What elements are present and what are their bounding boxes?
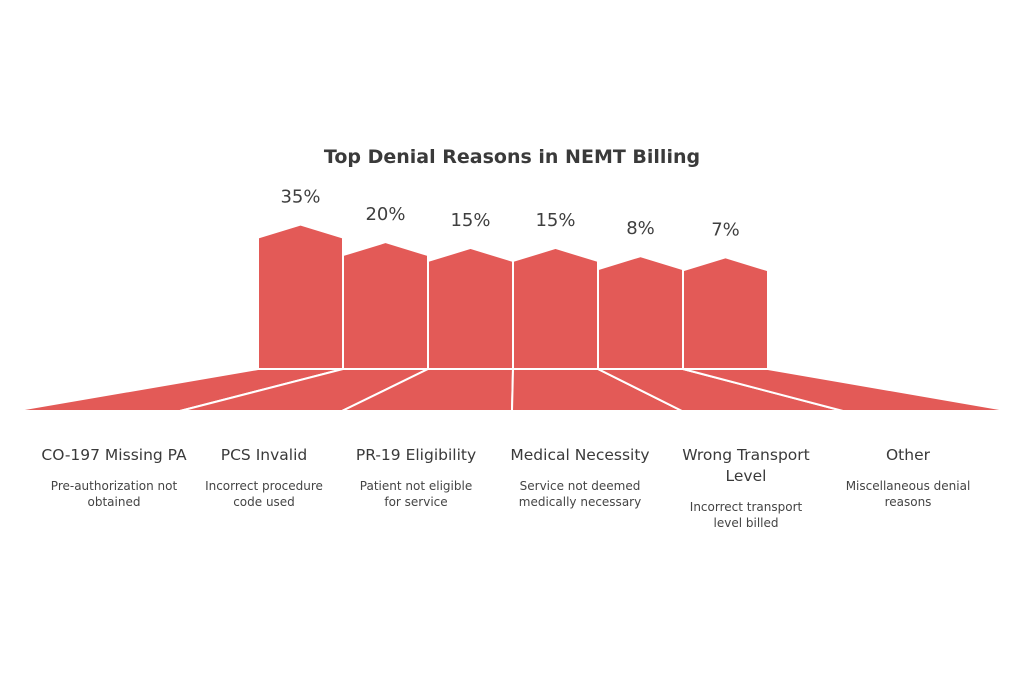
bars-group: [257, 223, 769, 370]
category-description: Miscellaneous denial reasons: [846, 479, 971, 509]
bar: [257, 223, 344, 370]
category-description: Incorrect transport level billed: [690, 500, 803, 530]
bar-value-label: 20%: [365, 204, 405, 225]
bar-value-label: 15%: [450, 210, 490, 231]
category-label: Other: [886, 446, 931, 464]
category-description: Incorrect procedure code used: [205, 479, 323, 509]
chart-title: Top Denial Reasons in NEMT Billing: [324, 146, 700, 168]
bar: [512, 246, 599, 370]
floor-group: [12, 368, 1012, 412]
category-label: Wrong Transport Level: [682, 446, 809, 485]
category-label: PCS Invalid: [221, 446, 307, 464]
bar: [597, 255, 684, 370]
category-description: Service not deemed medically necessary: [519, 479, 641, 509]
value-labels-group: 35% 20% 15% 15% 8% 7%: [280, 187, 739, 241]
bar: [682, 256, 769, 370]
category-label: Medical Necessity: [510, 446, 649, 464]
category-description: Patient not eligible for service: [360, 479, 472, 509]
bar: [427, 246, 514, 370]
category-description: Pre-authorization not obtained: [51, 479, 178, 509]
category-labels-group: CO-197 Missing PA PCS Invalid PR-19 Eligib…: [41, 446, 930, 485]
bar-value-label: 7%: [711, 219, 740, 240]
category-label: CO-197 Missing PA: [41, 446, 187, 464]
bar: [342, 241, 429, 370]
bar-value-label: 8%: [626, 218, 655, 239]
bar-value-label: 35%: [280, 187, 320, 208]
description-labels-group: Pre-authorization not obtained Incorrect p…: [51, 479, 970, 530]
bar-value-label: 15%: [535, 210, 575, 231]
category-label: PR-19 Eligibility: [356, 446, 476, 464]
